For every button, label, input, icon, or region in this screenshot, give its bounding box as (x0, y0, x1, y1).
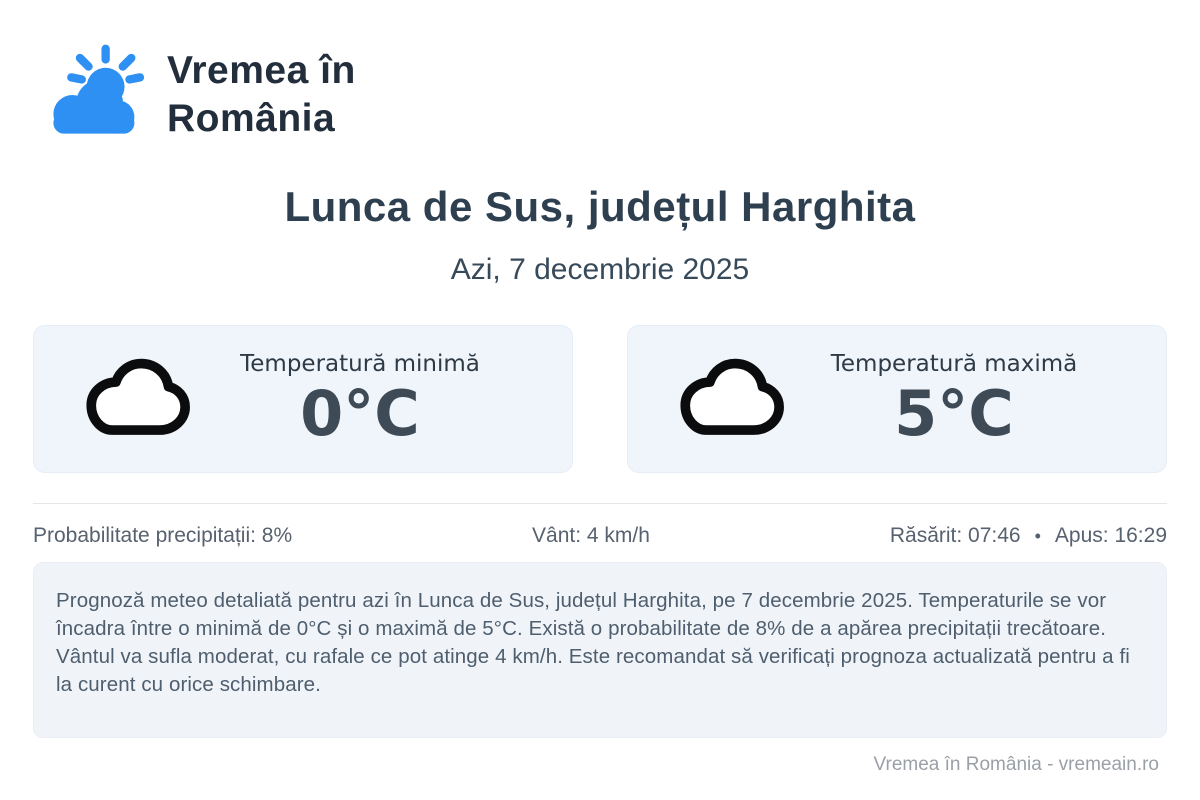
app-logo: Vremea în România (39, 42, 1167, 147)
cloud-icon (674, 356, 792, 442)
sun-times: Răsărit: 07:46 • Apus: 16:29 (890, 524, 1167, 548)
temperature-cards: Temperatură minimă 0°C Temperatură maxim… (33, 325, 1167, 473)
page-subtitle: Azi, 7 decembrie 2025 (450, 253, 750, 286)
weather-widget: Vremea în România Lunca de Sus, județul … (33, 0, 1167, 776)
max-temperature-readout: Temperatură maximă 5°C (792, 351, 1116, 446)
sunset-stat: Apus: 16:29 (1054, 524, 1167, 547)
max-temperature-card: Temperatură maximă 5°C (627, 325, 1167, 473)
app-name: Vremea în România (167, 47, 356, 143)
min-temperature-value: 0°C (300, 377, 420, 451)
min-temperature-label: Temperatură minimă (240, 351, 480, 378)
bullet-separator: • (1034, 526, 1041, 546)
wind-stat: Vânt: 4 km/h (532, 524, 650, 547)
min-temperature-card: Temperatură minimă 0°C (33, 325, 573, 473)
app-name-line2: România (167, 96, 336, 140)
precipitation-stat: Probabilitate precipitații: 8% (33, 524, 293, 547)
sun-cloud-logo-icon (39, 42, 145, 147)
max-temperature-value: 5°C (894, 377, 1014, 451)
sunrise-stat: Răsărit: 07:46 (889, 524, 1021, 547)
footer: Vremea în România - vremeain.ro (33, 754, 1167, 776)
min-temperature-readout: Temperatură minimă 0°C (198, 351, 522, 446)
divider (33, 503, 1167, 504)
title-block: Lunca de Sus, județul Harghita Azi, 7 de… (33, 183, 1167, 287)
app-name-line1: Vremea în (167, 48, 356, 92)
page-title: Lunca de Sus, județul Harghita (284, 183, 916, 230)
footer-credit: Vremea în România - vremeain.ro (873, 754, 1159, 775)
max-temperature-label: Temperatură maximă (830, 351, 1078, 378)
cloud-icon (80, 356, 198, 442)
forecast-text: Prognoză meteo detaliată pentru azi în L… (56, 589, 1130, 696)
forecast-box: Prognoză meteo detaliată pentru azi în L… (33, 562, 1167, 738)
stats-row: Probabilitate precipitații: 8% Vânt: 4 k… (33, 524, 1167, 548)
